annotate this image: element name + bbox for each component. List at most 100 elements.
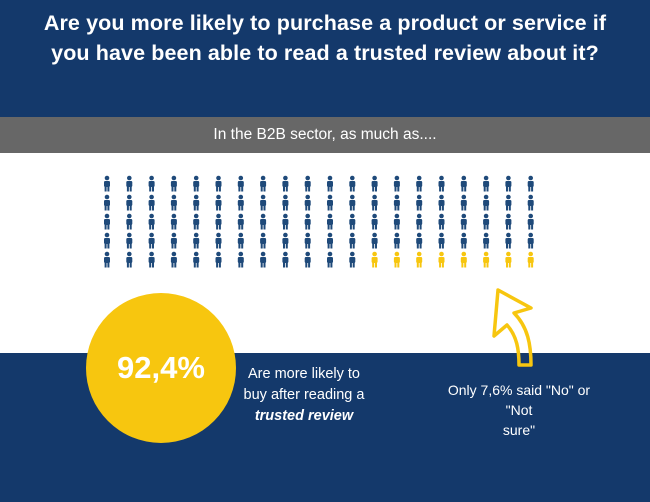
- person-icon: [104, 232, 110, 249]
- person-icon: [237, 232, 244, 249]
- person-icon: [304, 213, 311, 230]
- person-icon: [170, 175, 177, 192]
- person-icon: [371, 194, 378, 211]
- person-icon: [505, 213, 512, 230]
- person-icon: [237, 251, 244, 268]
- minority-note: Only 7,6% said "No" or "Not sure": [438, 380, 600, 440]
- person-icon: [282, 213, 289, 230]
- person-icon: [327, 251, 333, 268]
- person-icon: [237, 194, 244, 211]
- caption-line-2: buy after reading a: [243, 387, 365, 403]
- note-line-1: Only 7,6% said "No" or "Not: [447, 382, 591, 418]
- person-icon: [170, 194, 177, 211]
- person-icon: [483, 194, 490, 211]
- person-icon: [393, 213, 400, 230]
- person-icon: [483, 175, 490, 192]
- person-icon: [237, 175, 244, 192]
- person-icon: [527, 175, 534, 192]
- person-icon: [304, 175, 311, 192]
- person-icon: [104, 175, 110, 192]
- person-icon: [527, 232, 534, 249]
- person-icon: [193, 232, 200, 249]
- person-icon: [282, 232, 289, 249]
- person-icon: [104, 194, 110, 211]
- headline-line-2: you have been able to read a trusted rev…: [51, 41, 599, 65]
- person-icon: [527, 194, 534, 211]
- person-icon: [304, 251, 311, 268]
- person-icon: [349, 232, 356, 249]
- person-icon: [304, 232, 311, 249]
- caption-line-1: Are more likely to: [247, 366, 360, 382]
- person-icon: [193, 213, 200, 230]
- person-icon: [148, 175, 155, 192]
- person-icon: [393, 175, 400, 192]
- headline: Are you more likely to purchase a produc…: [0, 8, 650, 68]
- person-icon: [148, 251, 155, 268]
- person-icon: [327, 213, 333, 230]
- person-icon: [505, 232, 512, 249]
- person-icon: [237, 213, 244, 230]
- person-icon: [260, 232, 267, 249]
- person-icon: [215, 194, 222, 211]
- person-icon: [193, 194, 200, 211]
- person-icon-highlighted: [483, 251, 490, 268]
- person-icon: [460, 232, 467, 249]
- person-icon-highlighted: [371, 251, 378, 268]
- person-icon: [126, 251, 133, 268]
- person-icon: [193, 251, 200, 268]
- subtitle-text: In the B2B sector, as much as....: [213, 126, 437, 143]
- person-icon: [349, 175, 356, 192]
- person-icon: [193, 175, 200, 192]
- note-line-2: sure": [502, 422, 536, 438]
- person-icon: [460, 175, 467, 192]
- caption-emphasis: trusted review: [254, 408, 354, 424]
- percentage-value: 92,4%: [117, 350, 205, 385]
- person-icon: [438, 175, 445, 192]
- person-icon: [215, 213, 222, 230]
- person-icon: [505, 194, 512, 211]
- stat-caption: Are more likely to buy after reading a t…: [240, 364, 368, 427]
- person-icon: [215, 232, 222, 249]
- person-icon: [304, 194, 311, 211]
- person-icon: [416, 213, 423, 230]
- person-icon-highlighted: [438, 251, 445, 268]
- person-icon-highlighted: [416, 251, 423, 268]
- person-icon: [104, 251, 110, 268]
- person-icon: [282, 194, 289, 211]
- person-icon: [527, 213, 534, 230]
- person-icon: [126, 232, 133, 249]
- person-pictogram-grid: [104, 175, 534, 268]
- person-icon: [104, 213, 110, 230]
- person-icon: [438, 194, 445, 211]
- person-icon: [505, 175, 512, 192]
- person-icon: [215, 251, 222, 268]
- person-icon: [327, 175, 333, 192]
- person-icon: [393, 232, 400, 249]
- person-icon: [126, 213, 133, 230]
- person-icon: [393, 194, 400, 211]
- person-icon: [148, 213, 155, 230]
- person-icon: [483, 232, 490, 249]
- person-icon: [260, 213, 267, 230]
- person-icon: [260, 194, 267, 211]
- person-icon: [438, 213, 445, 230]
- person-icon: [260, 175, 267, 192]
- headline-line-1: Are you more likely to purchase a produc…: [43, 11, 607, 35]
- person-icon: [460, 194, 467, 211]
- person-icon: [349, 194, 356, 211]
- person-icon-highlighted: [460, 251, 467, 268]
- person-icon: [126, 175, 133, 192]
- person-icon-highlighted: [527, 251, 534, 268]
- person-icon: [327, 194, 333, 211]
- percentage-circle: 92,4%: [86, 293, 236, 443]
- person-icon: [327, 232, 333, 249]
- person-icon: [416, 175, 423, 192]
- person-icon: [282, 175, 289, 192]
- person-icon: [215, 175, 222, 192]
- person-icon: [170, 213, 177, 230]
- person-icon: [416, 232, 423, 249]
- person-icon: [260, 251, 267, 268]
- person-icon-highlighted: [505, 251, 512, 268]
- person-icon: [349, 251, 356, 268]
